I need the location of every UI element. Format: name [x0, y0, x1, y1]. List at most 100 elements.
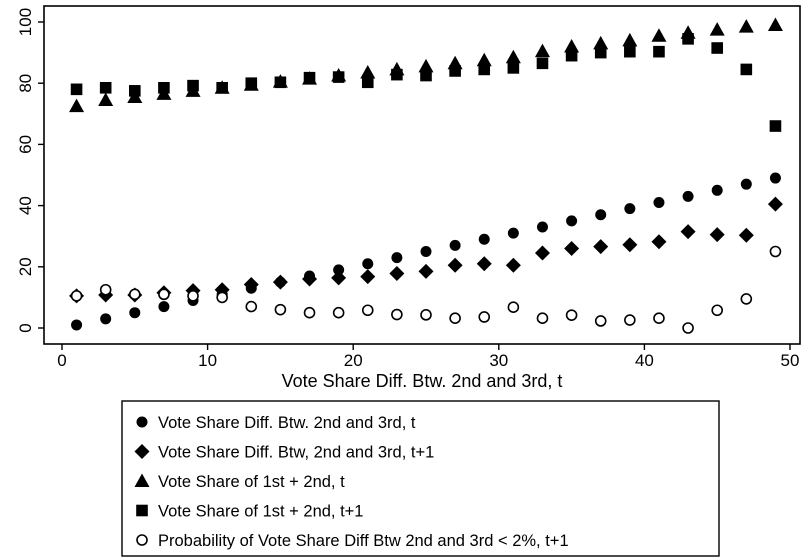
data-point [476, 256, 492, 272]
data-point [391, 308, 403, 321]
data-point [420, 309, 432, 321]
data-point [767, 196, 783, 212]
legend-label: Vote Share Diff. Btw, 2nd and 3rd, t+1 [158, 444, 434, 462]
data-point [682, 33, 694, 45]
data-point [216, 291, 228, 304]
y-tick-label: 40 [16, 196, 35, 215]
data-point [534, 245, 550, 261]
data-point [478, 63, 491, 76]
data-point [243, 277, 259, 293]
x-axis-title: Vote Share Diff. Btw. 2nd and 3rd, t [282, 371, 563, 391]
data-point [564, 240, 580, 256]
x-tick-label: 30 [489, 351, 508, 370]
legend-label: Vote Share of 1st + 2nd, t+1 [158, 503, 364, 521]
plot-area [69, 17, 783, 334]
data-point [653, 45, 665, 58]
data-point [711, 184, 723, 196]
data-point [333, 264, 345, 276]
data-point [418, 263, 434, 279]
data-point [711, 42, 723, 54]
data-point [680, 224, 696, 240]
y-tick-label: 20 [16, 257, 35, 276]
data-point [361, 76, 374, 89]
data-point [564, 38, 580, 53]
data-point [129, 307, 141, 319]
data-point [769, 120, 782, 132]
data-point [331, 270, 347, 286]
data-point [769, 245, 782, 258]
axes: 0 10 20 30 40 50 0 20 40 60 80 100 [16, 5, 801, 370]
x-tick-label: 50 [781, 351, 800, 370]
data-point [360, 64, 376, 79]
legend: Vote Share Diff. Btw. 2nd and 3rd, t Vote… [121, 400, 720, 557]
data-point [505, 49, 521, 64]
x-tick-label: 10 [198, 351, 217, 370]
data-point [651, 234, 667, 250]
data-point [362, 258, 374, 270]
data-point [709, 227, 725, 243]
legend-marker [136, 534, 148, 546]
data-point [624, 45, 636, 58]
legend-label: Vote Share of 1st + 2nd, t [158, 473, 345, 491]
data-point [505, 257, 521, 273]
data-point [740, 178, 752, 190]
data-point [449, 65, 461, 77]
data-point [99, 81, 112, 94]
data-point [158, 301, 170, 313]
data-point [738, 19, 754, 33]
data-point [507, 301, 520, 313]
data-point [622, 32, 638, 47]
x-tick-label: 20 [344, 351, 363, 370]
data-point [303, 306, 316, 319]
data-point [245, 77, 258, 89]
data-point [303, 71, 316, 84]
data-point [711, 304, 724, 317]
data-point [682, 322, 694, 334]
data-point [245, 300, 258, 313]
data-point [738, 227, 754, 243]
data-point [391, 252, 403, 264]
data-point [70, 290, 83, 302]
data-point [682, 190, 694, 202]
data-point [187, 79, 199, 92]
data-point [740, 293, 753, 305]
x-tick-label: 0 [57, 351, 66, 370]
data-point [391, 68, 403, 81]
data-point [478, 233, 490, 245]
data-point [449, 312, 461, 325]
data-point [71, 319, 83, 331]
series-1 [71, 172, 781, 331]
x-tick-label: 40 [635, 351, 654, 370]
data-point [420, 69, 432, 82]
legend-marker [136, 416, 148, 428]
y-tick-label: 100 [16, 8, 35, 36]
data-point [216, 81, 228, 94]
data-point [622, 237, 638, 253]
series-3 [69, 17, 783, 113]
plot-frame [43, 5, 801, 345]
data-point [566, 215, 578, 227]
data-point [99, 283, 112, 296]
legend-label: Probability of Vote Share Diff Btw 2nd a… [158, 532, 569, 550]
data-point [272, 274, 288, 290]
data-point [129, 85, 141, 97]
data-point [129, 288, 141, 301]
data-point [100, 313, 112, 325]
data-point [536, 312, 549, 325]
data-point [594, 46, 607, 59]
data-point [507, 62, 520, 74]
data-point [624, 203, 636, 215]
data-point [332, 306, 345, 319]
data-point [593, 239, 609, 255]
series-5 [70, 245, 782, 334]
data-point [274, 303, 287, 316]
data-point [389, 266, 405, 282]
data-point [769, 172, 781, 184]
series-4 [70, 33, 782, 132]
y-tick-label: 60 [16, 135, 35, 154]
data-point [158, 81, 170, 94]
data-point [534, 43, 550, 58]
data-point [187, 290, 199, 302]
data-point [360, 269, 376, 285]
